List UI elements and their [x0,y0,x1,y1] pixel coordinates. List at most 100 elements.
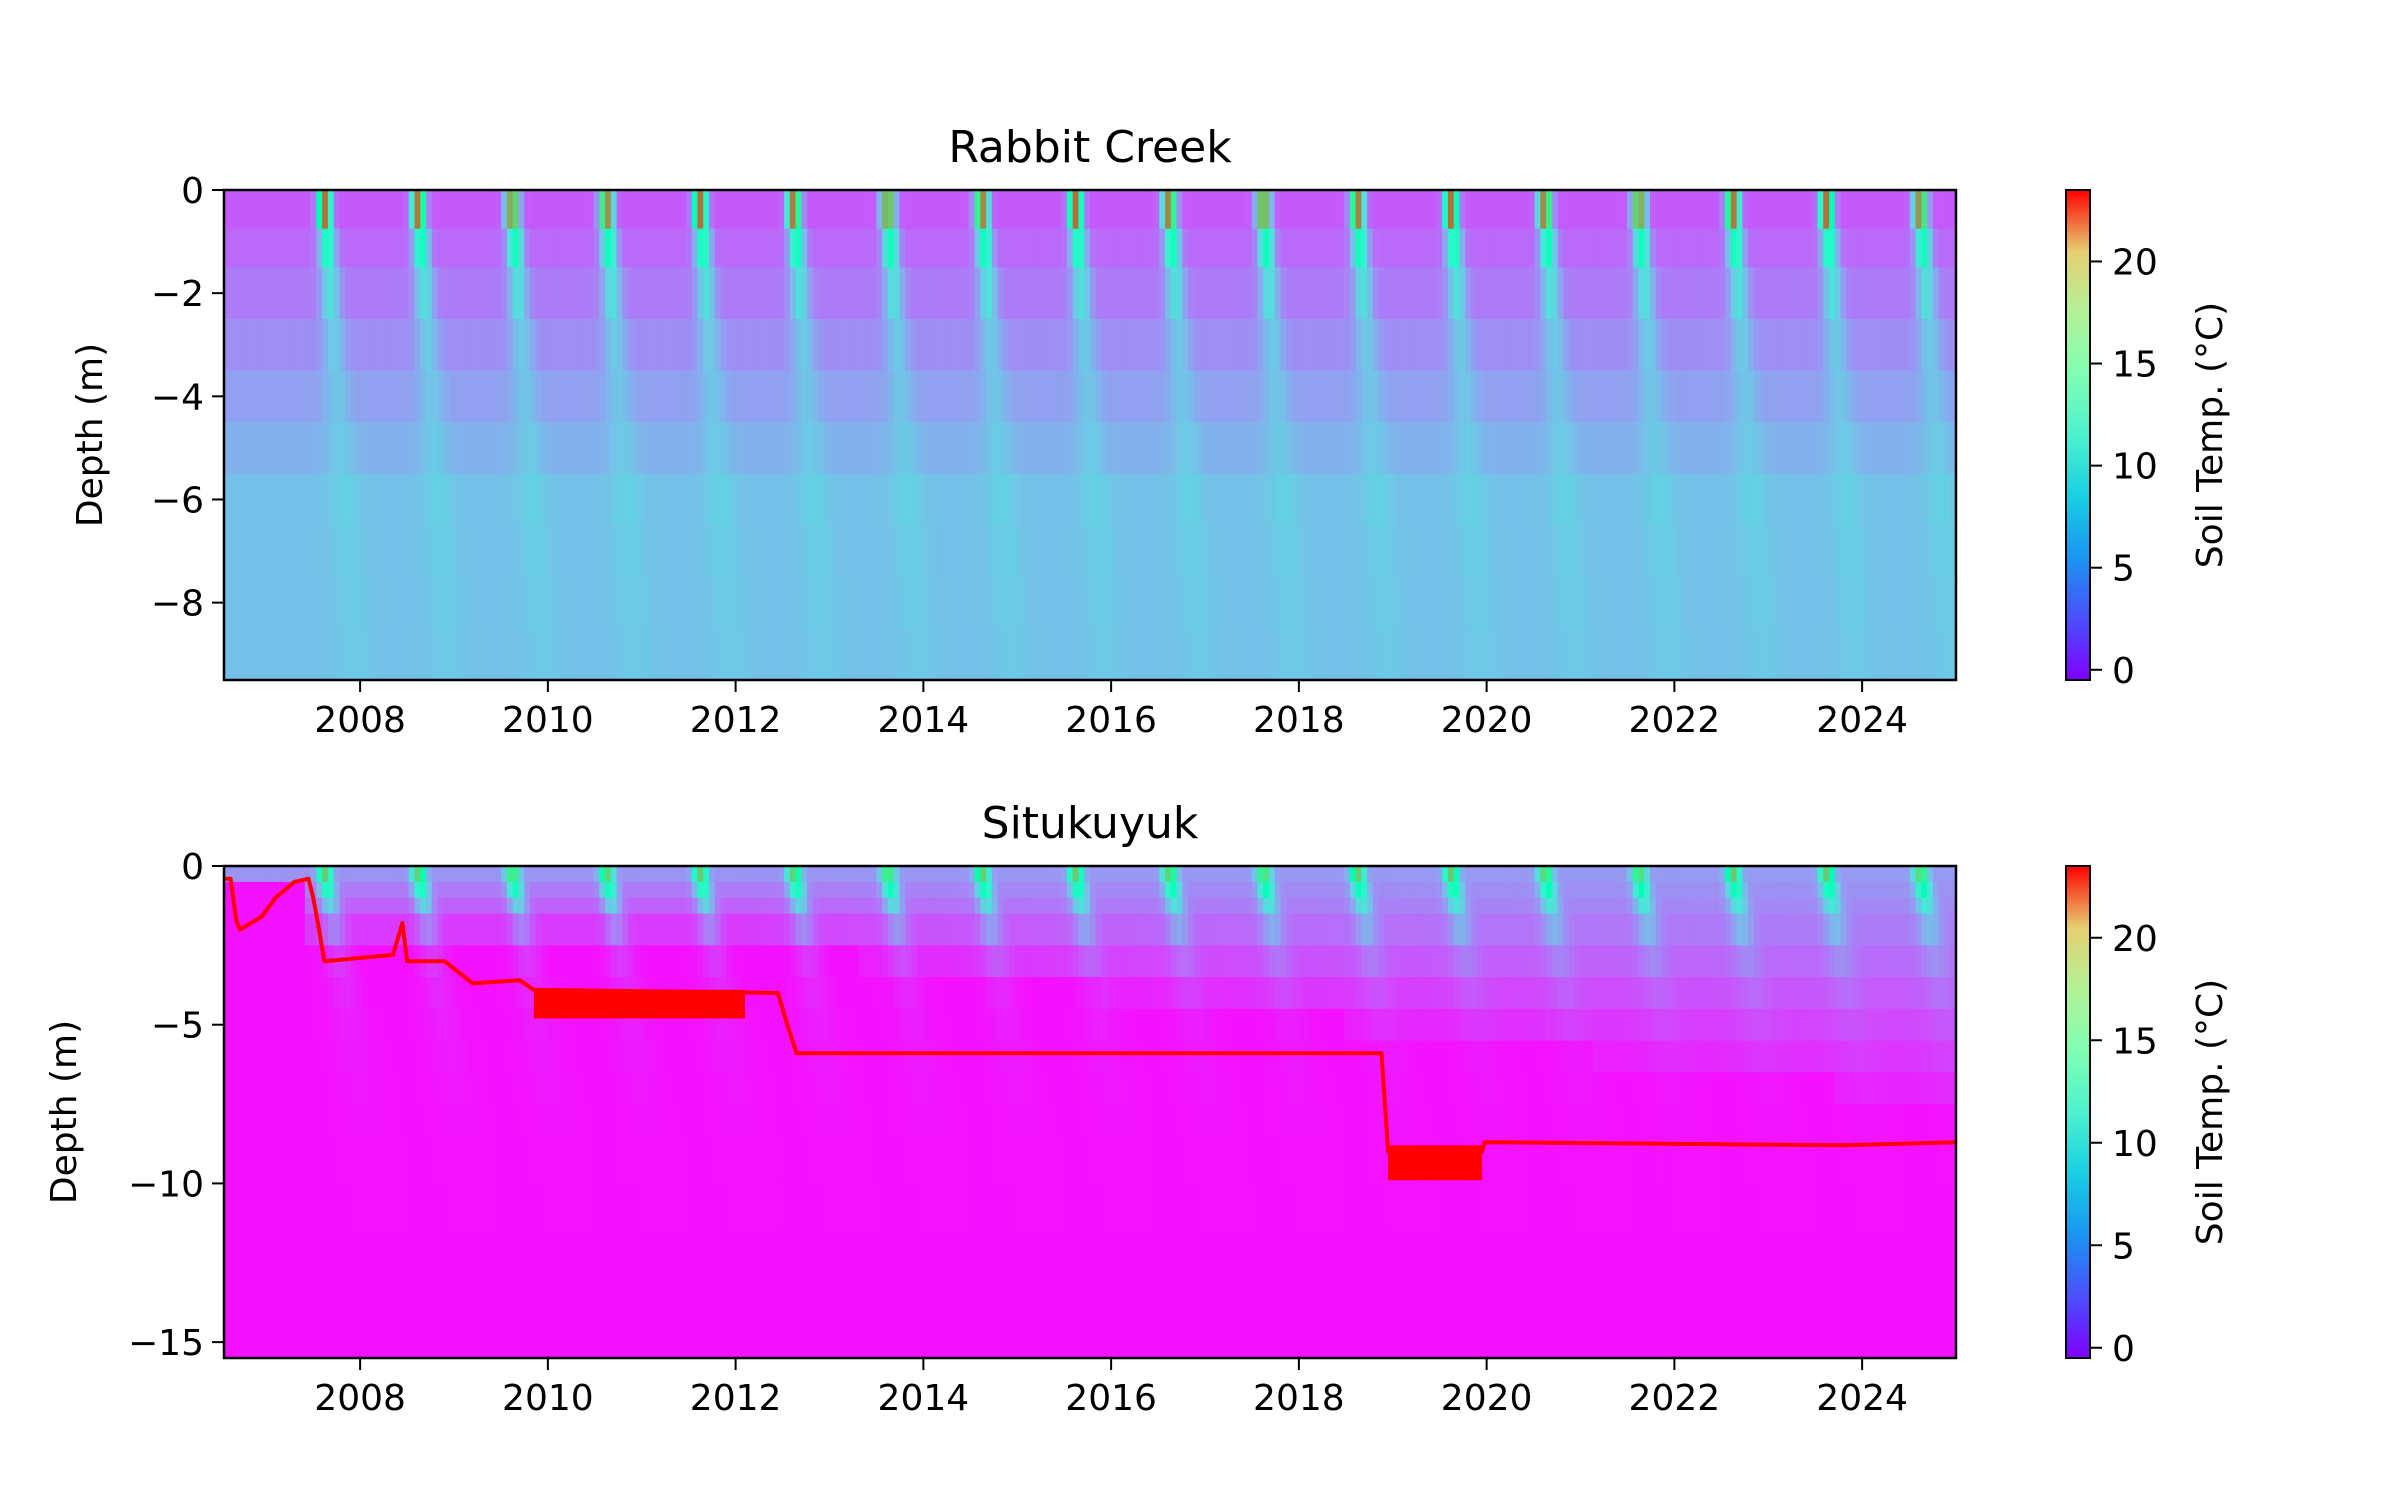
heatmap-cell [991,422,999,475]
heatmap-cell [1794,525,1801,578]
heatmap-cell [980,1008,987,1042]
heatmap-cell [1309,228,1316,268]
heatmap-cell [980,267,987,320]
heatmap-cell [1009,881,1016,899]
heatmap-cell [1286,318,1293,372]
heatmap-cell [495,473,502,526]
heatmap-cell [1482,881,1490,899]
heatmap-cell [916,370,924,423]
heatmap-cell [1823,370,1830,423]
heatmap-cell [1580,318,1588,372]
heatmap-cell [397,267,404,320]
heatmap-cell [414,913,422,946]
heatmap-cell [1488,525,1495,578]
heatmap-cell [633,190,641,230]
heatmap-cell [275,977,283,1010]
heatmap-cell [957,267,964,320]
heatmap-cell [1349,422,1357,475]
heatmap-cell [1673,866,1680,883]
heatmap-cell [472,267,479,320]
heatmap-cell [1846,525,1853,578]
heatmap-cell [1852,977,1859,1010]
heatmap-cell [1390,422,1397,475]
heatmap-cell [414,525,422,578]
heatmap-cell [605,473,612,526]
heatmap-cell [945,866,953,883]
heatmap-cell [1084,318,1091,372]
heatmap-cell [1009,525,1016,578]
heatmap-cell [1546,370,1553,423]
heatmap-cell [247,267,254,320]
heatmap-cell [385,576,393,629]
heatmap-cell [483,473,491,526]
heatmap-cell [1361,576,1368,629]
heatmap-cell [1211,576,1218,629]
heatmap-cell [1944,267,1952,320]
heatmap-cell [449,628,456,680]
heatmap-cell [645,576,653,629]
heatmap-cell [1026,881,1034,899]
heatmap-cell [1598,866,1605,883]
heatmap-cell [247,866,254,883]
heatmap-cell [1286,525,1293,578]
heatmap-cell [570,1008,577,1042]
heatmap-cell [749,866,756,883]
heatmap-cell [1297,866,1305,883]
heatmap-cell [1626,190,1634,230]
heatmap-cell [1580,525,1588,578]
heatmap-cell [1228,525,1236,578]
heatmap-cell [945,318,953,372]
heatmap-cell [1159,267,1166,320]
heatmap-cell [911,977,918,1010]
heatmap-cell [691,913,699,946]
heatmap-cell [1650,913,1657,946]
heatmap-cell [1476,228,1484,268]
heatmap-cell [1326,422,1334,475]
heatmap-cell [385,866,393,883]
heatmap-cell [1707,576,1715,629]
heatmap-cell [1626,945,1634,978]
heatmap-cell [841,1008,849,1042]
heatmap-cell [460,228,468,268]
heatmap-cell [847,913,855,946]
heatmap-cell [247,897,254,915]
heatmap-cell [1482,977,1490,1010]
heatmap-cell [1777,628,1784,680]
heatmap-cell [1886,866,1894,883]
heatmap-cell [310,370,318,423]
heatmap-cell [766,1008,774,1042]
heatmap-cell [1326,576,1334,629]
heatmap-cell [351,422,358,475]
heatmap-cell [1840,866,1848,883]
heatmap-cell [795,628,803,680]
heatmap-cell [951,422,959,475]
heatmap-cell [968,945,976,978]
heatmap-cell [1805,190,1813,230]
heatmap-cell [1707,628,1715,680]
heatmap-cell [726,190,733,230]
heatmap-cell [1701,881,1709,899]
heatmap-cell [593,913,601,946]
heatmap-cell [1141,267,1149,320]
heatmap-cell [553,228,560,268]
heatmap-cell [501,267,508,320]
heatmap-cell [518,576,526,629]
heatmap-cell [224,318,231,372]
heatmap-cell [1927,370,1934,423]
heatmap-cell [1020,422,1028,475]
heatmap-cell [368,422,375,475]
heatmap-cell [778,473,785,526]
heatmap-cell [1234,866,1241,883]
heatmap-cell [1049,473,1057,526]
heatmap-cell [1153,977,1161,1010]
heatmap-cell [1257,628,1264,680]
heatmap-cell [1188,267,1195,320]
heatmap-cell [1130,576,1137,629]
heatmap-cell [945,897,953,915]
heatmap-cell [1551,576,1559,629]
heatmap-cell [1488,228,1495,268]
heatmap-cell [1268,866,1276,883]
heatmap-cell [1730,881,1738,899]
heatmap-cell [1320,913,1328,946]
heatmap-cell [1378,945,1386,978]
